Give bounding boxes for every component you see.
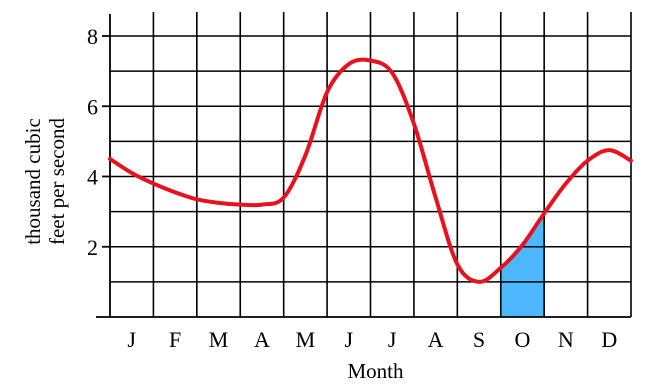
y-tick-label: 6 xyxy=(87,94,98,119)
x-axis-label: Month xyxy=(347,359,404,383)
x-tick-label: M xyxy=(209,327,229,352)
x-tick-label: N xyxy=(558,327,574,352)
x-tick-label: J xyxy=(127,327,136,352)
y-tick-label: 8 xyxy=(87,24,98,49)
y-axis-label-line-1: thousand cubic xyxy=(21,118,45,245)
y-tick-label: 4 xyxy=(87,165,98,190)
x-tick-label: O xyxy=(515,327,531,352)
y-axis-label-line-2: feet per second xyxy=(45,117,69,245)
grid xyxy=(110,12,631,317)
x-tick-label: M xyxy=(296,327,316,352)
y-tick-labels: 2 4 6 8 xyxy=(87,24,110,260)
y-tick-label: 2 xyxy=(87,235,98,260)
x-tick-label: A xyxy=(428,327,444,352)
x-tick-label: J xyxy=(388,327,397,352)
x-tick-label: A xyxy=(254,327,270,352)
x-tick-label: F xyxy=(169,327,181,352)
x-tick-label: S xyxy=(473,327,485,352)
x-tick-label: D xyxy=(601,327,617,352)
x-tick-label: J xyxy=(345,327,354,352)
